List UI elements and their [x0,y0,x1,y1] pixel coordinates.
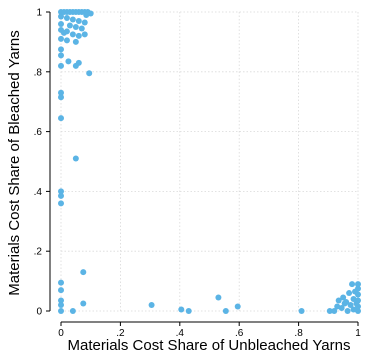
data-point [58,13,64,20]
y-tick-label: 0 [36,307,42,318]
data-point [86,70,93,77]
data-point [63,14,70,21]
data-point [80,300,87,307]
y-tick-label: 1 [36,8,42,19]
x-tick-label: .2 [116,328,125,339]
data-point [58,89,64,96]
y-tick-label: .2 [34,247,43,258]
data-point [58,52,64,59]
data-point [58,62,64,69]
data-point [66,22,73,29]
data-point [72,62,79,69]
data-point [340,294,347,301]
data-point [69,308,76,314]
x-tick-label: .8 [294,328,303,339]
data-point [58,46,64,53]
data-point [81,31,88,38]
data-point [344,308,351,314]
data-point [58,35,64,42]
data-point [58,302,64,309]
data-point [72,23,79,30]
data-point [58,115,64,122]
x-tick-label: .4 [176,328,185,339]
data-point [326,308,333,314]
data-point [80,269,87,276]
x-tick-label: .6 [235,328,244,339]
data-point [58,192,64,199]
data-point [335,297,342,304]
data-point [78,25,85,32]
data-point [350,306,357,313]
data-point [338,305,345,312]
data-point [75,17,82,24]
grid-lines [60,11,359,312]
x-axis: 0 .2 .4 .6 .8 1 [58,321,361,339]
data-point [331,308,338,314]
data-point [347,302,354,309]
data-point [58,20,64,27]
data-point [58,287,64,294]
data-point [58,308,64,314]
data-point [69,16,76,23]
y-axis: 0 .2 .4 .6 .8 1 [34,8,51,318]
data-point [148,302,155,309]
data-point [58,279,64,286]
data-point [355,281,361,288]
data-point [355,297,361,304]
data-point [355,291,361,298]
data-point [355,285,361,292]
data-point [222,308,229,314]
data-point [355,303,361,310]
x-tick-label: 1 [355,328,361,339]
y-tick-label: .4 [34,187,43,198]
data-point [81,19,88,26]
data-point [341,300,348,307]
data-point [75,32,82,39]
data-point [83,11,90,18]
data-point [72,38,79,45]
y-tick-label: .6 [34,127,43,138]
x-tick-label: 0 [58,328,64,339]
data-point [234,303,241,310]
data-point [65,58,72,65]
data-points [58,9,361,314]
data-point [60,29,67,36]
data-point [178,306,185,313]
data-point [58,188,64,195]
data-point [349,281,356,288]
data-point [58,94,64,101]
data-point [69,31,76,38]
data-point [58,200,64,207]
x-axis-title: Materials Cost Share of Unbleached Yarns [68,337,351,354]
data-point [346,290,353,297]
y-tick-label: .8 [34,67,43,78]
data-point [72,155,79,162]
data-point [58,297,64,304]
data-point [298,308,305,314]
data-point [185,308,192,314]
data-point [63,37,70,44]
y-axis-title: Materials Cost Share of Bleached Yarns [6,30,23,295]
data-point [215,294,222,301]
